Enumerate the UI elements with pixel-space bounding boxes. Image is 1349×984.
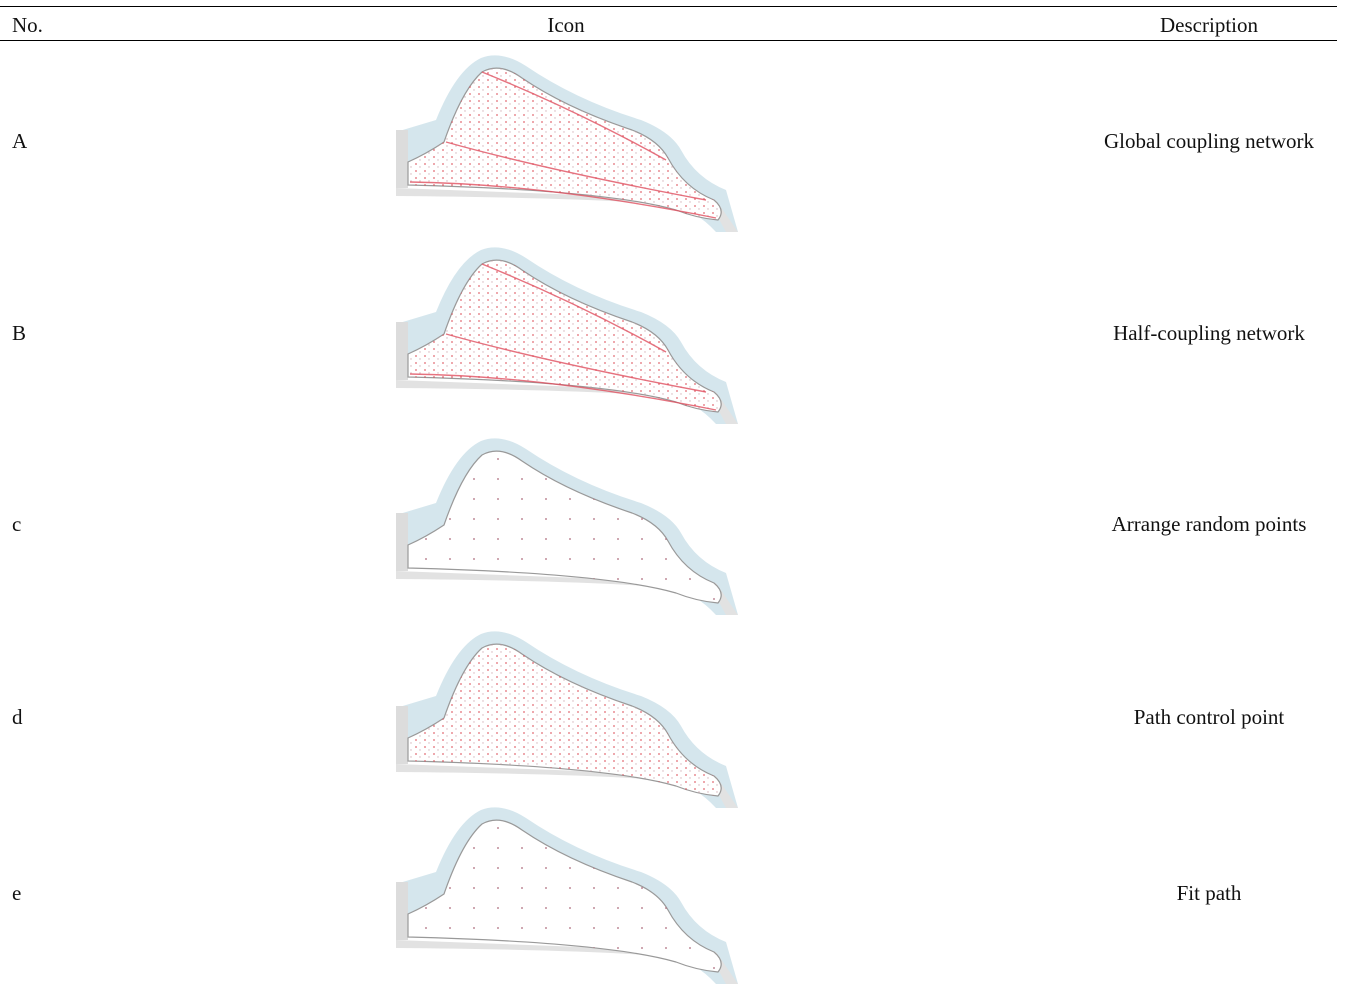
row-description: Path control point <box>1134 705 1285 729</box>
icon-image <box>396 626 738 808</box>
icon-image <box>396 50 738 232</box>
header-cell: Icon <box>547 13 584 37</box>
row-number: B <box>12 321 26 345</box>
header-rule <box>0 40 1337 41</box>
header-cell: No. <box>12 13 43 37</box>
row-number: c <box>12 512 21 536</box>
row-number: d <box>12 705 23 729</box>
icon-image <box>396 802 738 984</box>
icon-image <box>396 242 738 424</box>
row-description: Global coupling network <box>1104 129 1314 153</box>
page: {"table": {"header": ["No.", "Icon", "De… <box>0 0 1349 970</box>
row-description: Half-coupling network <box>1113 321 1305 345</box>
row-number: A <box>12 129 27 153</box>
header-cell: Description <box>1160 13 1258 37</box>
top-rule <box>0 6 1337 7</box>
row-number: e <box>12 881 21 905</box>
icon-image <box>396 433 738 615</box>
row-description: Fit path <box>1177 881 1242 905</box>
row-description: Arrange random points <box>1112 512 1307 536</box>
